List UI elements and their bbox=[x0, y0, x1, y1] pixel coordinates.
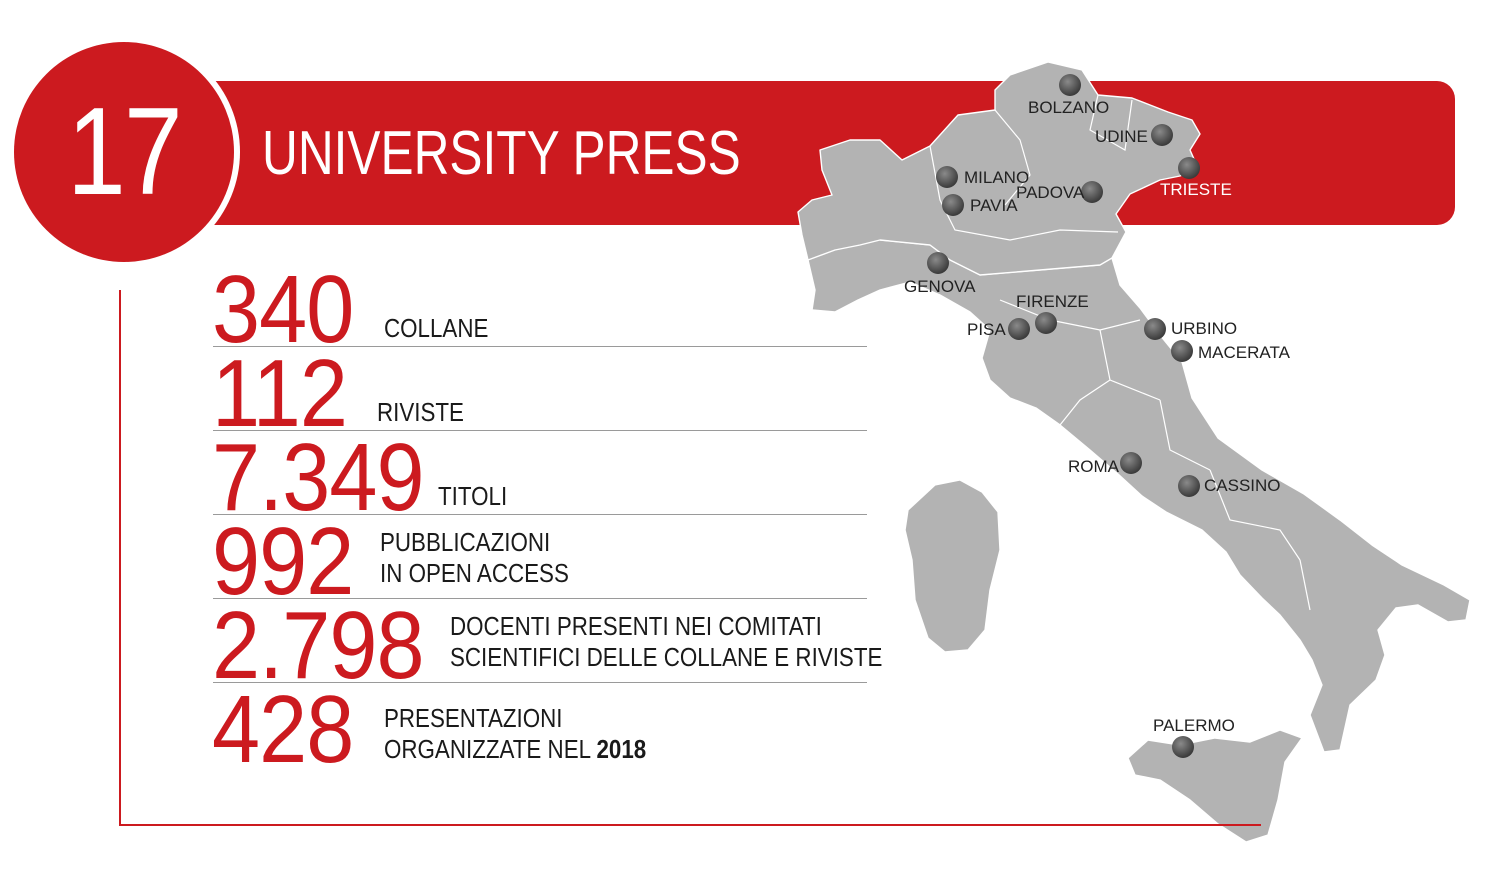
city-marker-icon bbox=[1081, 181, 1103, 203]
city-label: TRIESTE bbox=[1160, 180, 1232, 199]
stat-label-docenti-line2: SCIENTIFICI DELLE COLLANE E RIVISTE bbox=[450, 642, 883, 672]
city-label: PISA bbox=[967, 320, 1006, 339]
city-genova: GENOVA bbox=[904, 252, 976, 296]
city-marker-icon bbox=[1144, 318, 1166, 340]
stat-label-presentazioni-line1: PRESENTAZIONI bbox=[384, 703, 563, 733]
stat-label-presentazioni-text: ORGANIZZATE NEL bbox=[384, 734, 591, 764]
city-udine: UDINE bbox=[1095, 124, 1173, 146]
city-label: PALERMO bbox=[1153, 716, 1235, 735]
city-milano: MILANO bbox=[936, 166, 1029, 188]
city-label: FIRENZE bbox=[1016, 292, 1089, 311]
city-firenze: FIRENZE bbox=[1016, 292, 1089, 334]
city-pavia: PAVIA bbox=[942, 194, 1018, 216]
city-marker-icon bbox=[1120, 452, 1142, 474]
city-marker-icon bbox=[927, 252, 949, 274]
city-pisa: PISA bbox=[967, 318, 1030, 340]
stat-value-docenti: 2.798 bbox=[212, 592, 425, 699]
city-roma: ROMA bbox=[1068, 452, 1142, 476]
stat-label-riviste: RIVISTE bbox=[377, 397, 464, 427]
stat-value-riviste: 112 bbox=[212, 340, 348, 447]
frame-left-line bbox=[119, 290, 121, 826]
city-marker-icon bbox=[1059, 74, 1081, 96]
stat-divider bbox=[213, 346, 867, 347]
page-title: UNIVERSITY PRESS bbox=[262, 119, 741, 188]
frame-bottom-line bbox=[119, 824, 1261, 826]
badge-number: 17 bbox=[67, 83, 183, 221]
badge-circle bbox=[14, 42, 234, 262]
city-marker-icon bbox=[1171, 340, 1193, 362]
stat-label-docenti-line1: DOCENTI PRESENTI NEI COMITATI bbox=[450, 611, 822, 641]
city-label: UDINE bbox=[1095, 127, 1148, 146]
city-marker-icon bbox=[1008, 318, 1030, 340]
city-cassino: CASSINO bbox=[1178, 475, 1281, 497]
stat-label-titoli: TITOLI bbox=[438, 481, 508, 511]
stat-divider bbox=[213, 514, 867, 515]
sicily bbox=[1127, 729, 1303, 843]
city-label: PAVIA bbox=[970, 196, 1018, 215]
city-palermo: PALERMO bbox=[1153, 716, 1235, 758]
city-marker-icon bbox=[942, 194, 964, 216]
stat-divider bbox=[213, 430, 867, 431]
city-padova: PADOVA bbox=[1016, 181, 1103, 203]
city-marker-icon bbox=[1035, 312, 1057, 334]
city-label: MILANO bbox=[964, 168, 1029, 187]
sardinia bbox=[904, 479, 1001, 653]
stat-value-titoli: 7.349 bbox=[212, 424, 425, 531]
stat-label-collane: COLLANE bbox=[384, 313, 489, 343]
city-label: MACERATA bbox=[1198, 343, 1291, 362]
city-marker-icon bbox=[1151, 124, 1173, 146]
city-marker-icon bbox=[1172, 736, 1194, 758]
stat-value-collane: 340 bbox=[212, 256, 354, 363]
city-macerata: MACERATA bbox=[1171, 340, 1291, 362]
city-urbino: URBINO bbox=[1144, 318, 1237, 340]
stat-value-open-access: 992 bbox=[212, 508, 354, 615]
city-marker-icon bbox=[1178, 475, 1200, 497]
stat-label-open-access-line1: PUBBLICAZIONI bbox=[380, 527, 551, 557]
city-marker-icon bbox=[936, 166, 958, 188]
stat-divider bbox=[213, 682, 867, 683]
stat-label-open-access-line2: IN OPEN ACCESS bbox=[380, 558, 569, 588]
city-bolzano: BOLZANO bbox=[1028, 74, 1109, 117]
city-label: CASSINO bbox=[1204, 476, 1281, 495]
stat-divider bbox=[213, 598, 867, 599]
city-label: ROMA bbox=[1068, 457, 1120, 476]
city-marker-icon bbox=[1178, 157, 1200, 179]
city-trieste: TRIESTE bbox=[1160, 157, 1232, 199]
stat-label-presentazioni-line2: ORGANIZZATE NEL 2018 bbox=[384, 734, 646, 765]
city-label: PADOVA bbox=[1016, 183, 1085, 202]
city-label: BOLZANO bbox=[1028, 98, 1109, 117]
city-label: GENOVA bbox=[904, 277, 976, 296]
city-label: URBINO bbox=[1171, 319, 1237, 338]
stat-label-presentazioni-year: 2018 bbox=[596, 734, 647, 764]
stat-value-presentazioni: 428 bbox=[212, 676, 354, 783]
